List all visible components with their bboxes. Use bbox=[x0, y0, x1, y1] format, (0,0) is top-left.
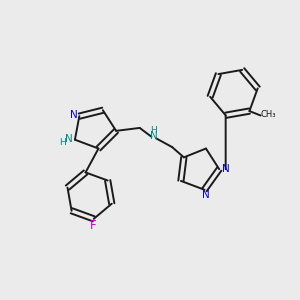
Text: CH₃: CH₃ bbox=[260, 110, 276, 119]
Text: N: N bbox=[150, 131, 158, 141]
Text: N: N bbox=[64, 134, 72, 143]
Text: N: N bbox=[70, 110, 78, 120]
Text: H: H bbox=[151, 126, 157, 135]
Text: F: F bbox=[90, 219, 97, 232]
Text: N: N bbox=[222, 164, 230, 173]
Text: H: H bbox=[59, 137, 66, 146]
Text: N: N bbox=[202, 190, 210, 200]
